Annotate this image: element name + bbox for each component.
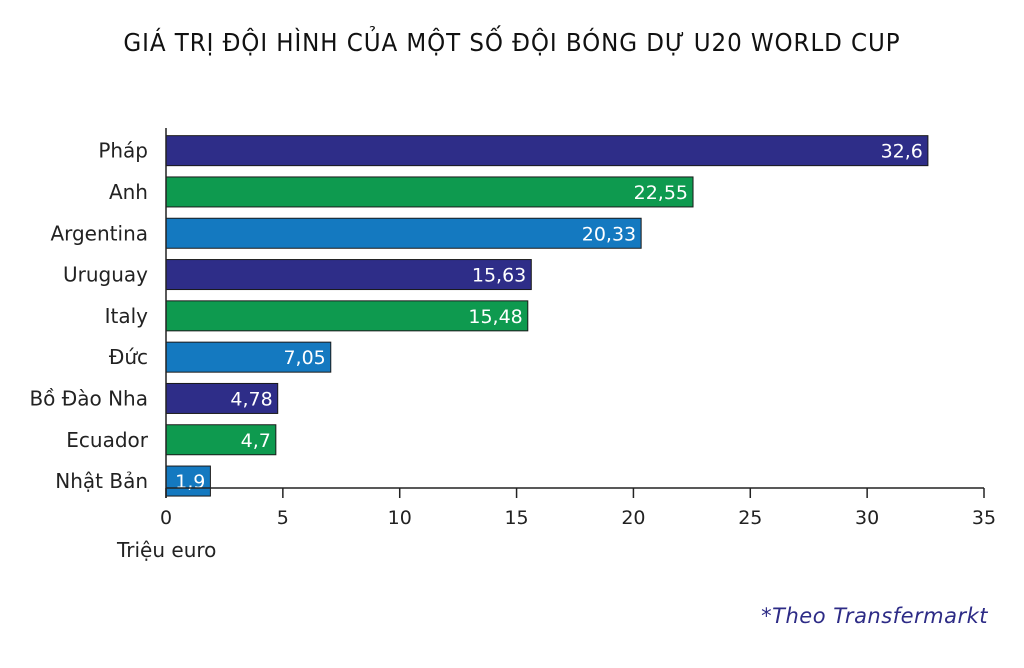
category-label: Uruguay — [63, 263, 148, 287]
bar-3 — [165, 259, 532, 291]
x-tick-label: 10 — [388, 507, 412, 529]
data-label: 7,05 — [283, 347, 325, 369]
data-label: 15,48 — [468, 306, 522, 328]
category-label: Italy — [105, 304, 149, 328]
source-note: *Theo Transfermarkt — [761, 604, 988, 628]
x-tick-label: 35 — [972, 507, 996, 529]
data-label: 15,63 — [472, 265, 526, 287]
x-axis: 0 5 10 15 20 25 30 35 — [160, 128, 996, 529]
data-label: 32,6 — [881, 141, 923, 163]
category-label: Bồ Đào Nha — [29, 386, 148, 410]
category-label: Argentina — [50, 221, 148, 245]
bar-8 — [165, 465, 211, 497]
x-axis-label: Triệu euro — [117, 538, 217, 562]
x-tick-label: 20 — [621, 507, 645, 529]
category-label: Nhật Bản — [55, 469, 148, 493]
x-tick-label: 15 — [504, 507, 528, 529]
category-label: Pháp — [98, 139, 148, 163]
x-tick-label: 0 — [160, 507, 172, 529]
x-tick-label: 5 — [277, 507, 289, 529]
category-label: Ecuador — [66, 428, 148, 452]
bars-group: Pháp 32,6 Anh 22,55 Argentina 20,33 Uruguay 15,… — [29, 135, 929, 497]
data-label: 20,33 — [582, 223, 636, 245]
data-label: 4,78 — [230, 388, 272, 410]
category-label: Anh — [109, 180, 148, 204]
x-tick-label: 30 — [855, 507, 879, 529]
bar-7 — [165, 424, 277, 456]
data-label: 4,7 — [241, 430, 271, 452]
data-label: 22,55 — [634, 182, 688, 204]
data-label: 1,9 — [175, 471, 205, 493]
category-label: Đức — [109, 345, 148, 369]
bar-1 — [165, 176, 694, 208]
bar-0 — [165, 135, 929, 167]
chart-title: GIÁ TRỊ ĐỘI HÌNH CỦA MỘT SỐ ĐỘI BÓNG DỰ … — [123, 28, 901, 57]
bar-5 — [165, 341, 332, 373]
bar-6 — [165, 382, 279, 414]
bar-4 — [165, 300, 529, 332]
bar-2 — [165, 217, 642, 249]
x-tick-label: 25 — [738, 507, 762, 529]
